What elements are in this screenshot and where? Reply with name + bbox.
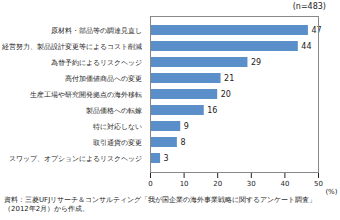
svg-text:高付加価値商品への変更: 高付加価値商品への変更 xyxy=(65,75,142,83)
svg-text:20: 20 xyxy=(213,180,222,188)
svg-text:0: 0 xyxy=(148,180,152,188)
svg-text:取引通貨の変更: 取引通貨の変更 xyxy=(93,139,142,147)
svg-text:原材料・部品等の調達見直し: 原材料・部品等の調達見直し xyxy=(51,27,142,35)
svg-text:29: 29 xyxy=(251,58,261,67)
svg-text:生産工場や研究開発拠点の海外移転: 生産工場や研究開発拠点の海外移転 xyxy=(30,91,142,99)
svg-text:16: 16 xyxy=(207,106,217,115)
svg-text:50: 50 xyxy=(314,180,323,188)
svg-text:スワップ、オプションによるリスクヘッジ: スワップ、オプションによるリスクヘッジ xyxy=(9,155,142,163)
svg-text:9: 9 xyxy=(184,122,189,131)
svg-text:47: 47 xyxy=(311,26,321,35)
svg-text:特に対応しない: 特に対応しない xyxy=(93,123,142,131)
svg-text:20: 20 xyxy=(221,90,231,99)
svg-text:10: 10 xyxy=(180,180,189,188)
svg-text:44: 44 xyxy=(301,42,311,51)
svg-text:3: 3 xyxy=(164,154,169,163)
html-text:(n=483): (n=483) xyxy=(292,2,326,11)
svg-text:8: 8 xyxy=(180,138,185,147)
svg-text:30: 30 xyxy=(247,180,256,188)
svg-text:為替予約によるリスクヘッジ: 為替予約によるリスクヘッジ xyxy=(51,59,142,67)
svg-text:40: 40 xyxy=(280,180,289,188)
svg-text:(%): (%) xyxy=(325,188,337,196)
svg-text:21: 21 xyxy=(224,74,234,83)
svg-text:製品価格への転嫁: 製品価格への転嫁 xyxy=(86,107,142,115)
html-text:資料：三菱UFJリサーチ＆コンサルティング「我が国企業の海外: 資料：三菱UFJリサーチ＆コンサルティング「我が国企業の海外事業戦略に関するアン… xyxy=(4,196,317,213)
svg-text:経営努力、製品設計変更等によるコスト削減: 経営努力、製品設計変更等によるコスト削減 xyxy=(1,43,142,51)
